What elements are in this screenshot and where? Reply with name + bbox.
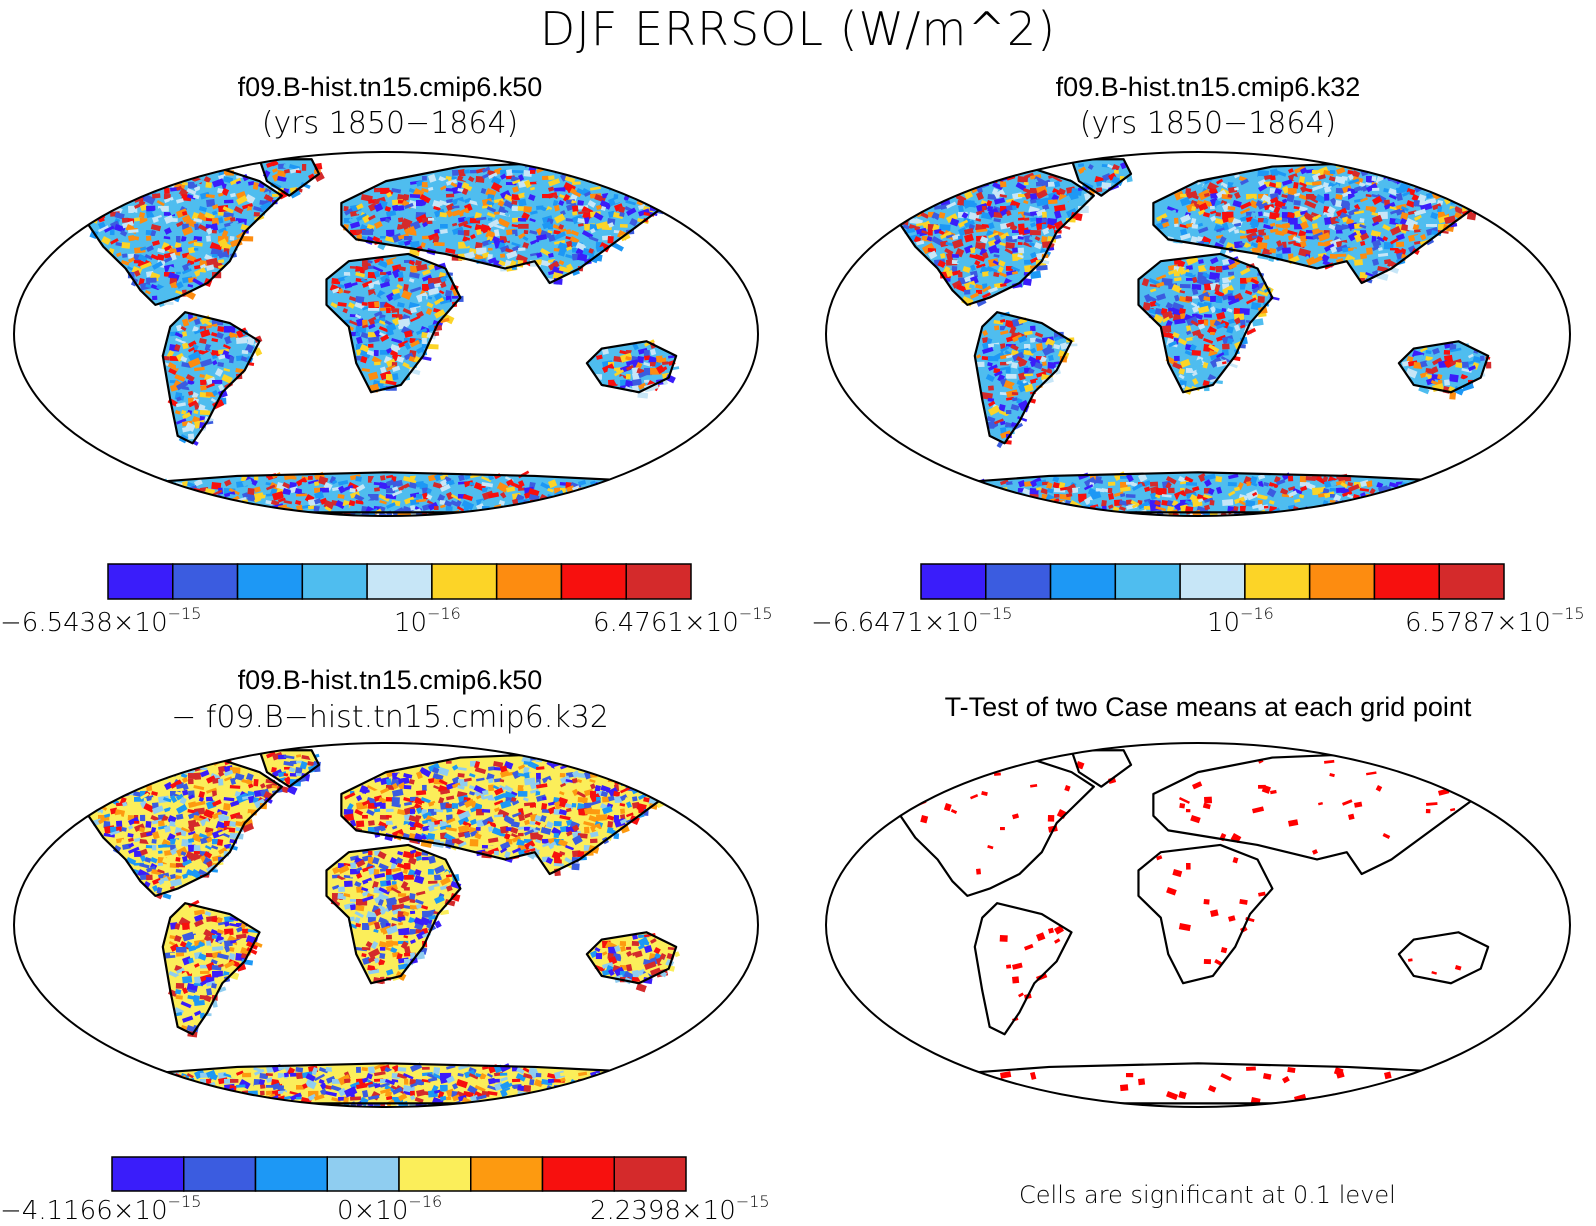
colorbar-swatch: [1051, 564, 1116, 599]
colorbar-swatch: [1310, 564, 1375, 599]
colorbar-swatch: [1180, 564, 1245, 599]
map-panel-4: [826, 743, 1570, 1113]
colorbar-swatch: [173, 564, 238, 599]
panel-4-note: Cells are significant at 0.1 level: [1019, 1181, 1396, 1209]
colorbar-swatch: [1115, 564, 1180, 599]
panel-1-colorbar: [108, 564, 691, 599]
colorbar-swatch: [238, 564, 303, 599]
panel-2-title: f09.B-hist.tn15.cmip6.k32: [410, 72, 1596, 103]
colorbar-swatch: [561, 564, 626, 599]
colorbar-swatch: [921, 564, 986, 599]
panel-3-colorbar-max-label: 2.2398×10−15: [590, 1192, 770, 1226]
panel-1-colorbar-mid-label: 10−16: [394, 604, 461, 638]
map-panel-3: [14, 743, 758, 1114]
panel-3-colorbar-min-label: −4.1166×10−15: [0, 1192, 201, 1226]
panel-2-colorbar-min-label: −6.6471×10−15: [811, 604, 1012, 638]
colorbar-swatch: [399, 1157, 471, 1191]
panel-1-colorbar-min-label: −6.5438×10−15: [0, 604, 201, 638]
panel-2-colorbar: [921, 564, 1504, 599]
colorbar-swatch: [626, 564, 691, 599]
map-panel-1: [14, 152, 758, 524]
colorbar-swatch: [432, 564, 497, 599]
colorbar-swatch: [1245, 564, 1310, 599]
panel-3-colorbar: [112, 1157, 686, 1191]
colorbar-swatch: [1439, 564, 1504, 599]
colorbar-swatch: [471, 1157, 543, 1191]
colorbar-swatch: [614, 1157, 686, 1191]
colorbar-swatch: [108, 564, 173, 599]
panel-3-colorbar-mid-label: 0×10−16: [337, 1192, 442, 1226]
panel-2-colorbar-max-label: 6.5787×10−15: [1405, 604, 1585, 638]
panel-4-title: T-Test of two Case means at each grid po…: [410, 692, 1596, 723]
colorbar-swatch: [302, 564, 367, 599]
panel-1-colorbar-max-label: 6.4761×10−15: [593, 604, 773, 638]
panel-2-subtitle: (yrs 1850−1864): [410, 106, 1596, 141]
colorbar-swatch: [327, 1157, 399, 1191]
colorbar-swatch: [543, 1157, 615, 1191]
colorbar-swatch: [1374, 564, 1439, 599]
map-panel-2: [826, 152, 1570, 522]
colorbar-swatch: [112, 1157, 184, 1191]
colorbar-swatch: [367, 564, 432, 599]
colorbar-swatch: [497, 564, 562, 599]
colorbar-swatch: [184, 1157, 256, 1191]
panel-2-colorbar-mid-label: 10−16: [1207, 604, 1274, 638]
colorbar-swatch: [986, 564, 1051, 599]
colorbar-swatch: [256, 1157, 328, 1191]
